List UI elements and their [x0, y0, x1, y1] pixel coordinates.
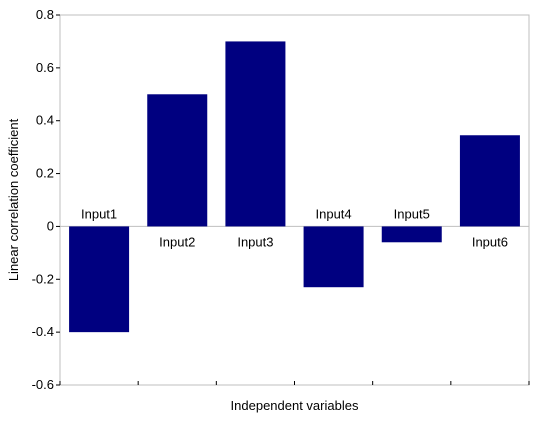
x-axis-title: Independent variables [231, 398, 359, 413]
category-label-input6: Input6 [472, 234, 508, 249]
y-tick-label: -0.4 [32, 324, 54, 339]
y-tick-label: 0.8 [36, 7, 54, 22]
bar-input2 [147, 94, 208, 227]
y-tick-label: 0 [47, 218, 54, 233]
y-axis-title: Linear correlation coefficient [6, 118, 21, 281]
bar-input4 [303, 226, 364, 288]
x-ticks [59, 381, 530, 385]
y-axis: -0.6 -0.4 -0.2 0 0.2 0.4 0.6 0.8 [32, 7, 60, 392]
bar-input5 [381, 226, 442, 243]
category-label-input5: Input5 [394, 206, 430, 221]
bars [69, 41, 520, 333]
y-tick-label: -0.6 [32, 377, 54, 392]
y-tick-label: 0.6 [36, 60, 54, 75]
category-label-input3: Input3 [237, 234, 273, 249]
category-label-input4: Input4 [316, 206, 352, 221]
bar-input1 [69, 226, 130, 333]
y-tick-label: 0.2 [36, 166, 54, 181]
category-label-input1: Input1 [81, 206, 117, 221]
bar-input3 [225, 41, 286, 227]
plot-area [59, 14, 530, 386]
category-label-input2: Input2 [159, 234, 195, 249]
bar-labels: Input1 Input2 Input3 Input4 Input5 Input6 [81, 206, 508, 249]
bar-input6 [459, 135, 520, 227]
y-tick-label: -0.2 [32, 271, 54, 286]
y-tick-label: 0.4 [36, 113, 54, 128]
